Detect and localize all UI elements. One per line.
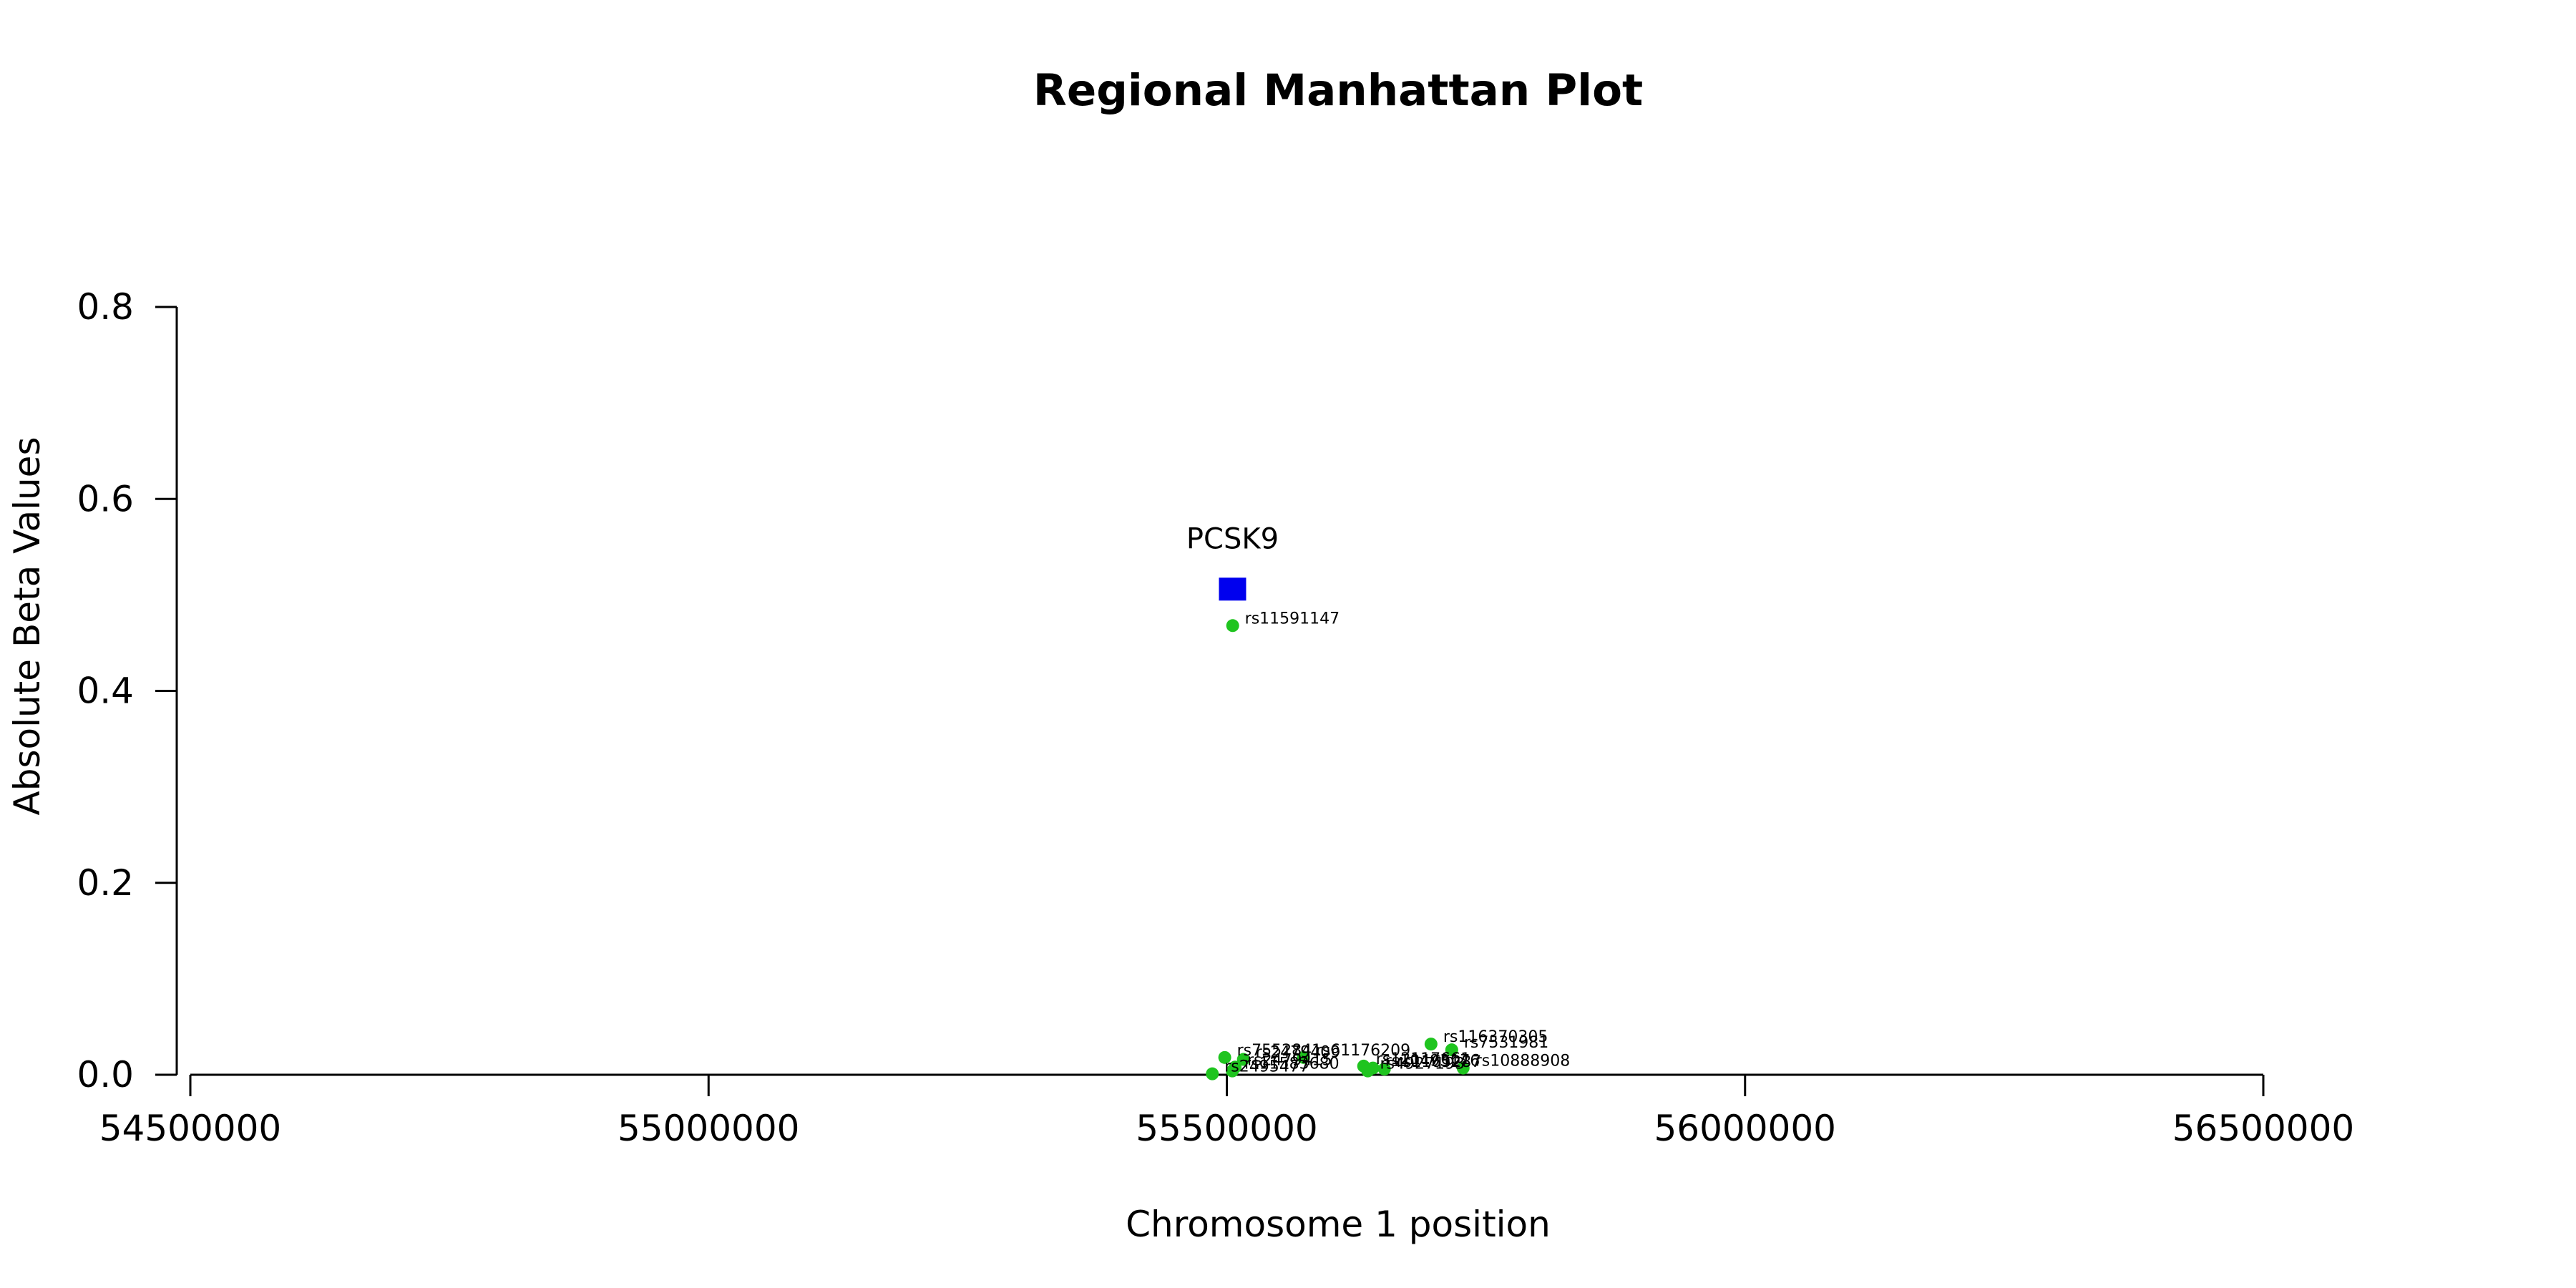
snp-label: rs4927193 — [1380, 1055, 1465, 1073]
snp-label: rs10888908 — [1475, 1053, 1570, 1070]
snp-point — [1424, 1038, 1438, 1051]
snp-point — [1218, 1050, 1231, 1064]
snp-label: rs1165287 — [1397, 1053, 1481, 1071]
snp-point — [1377, 1062, 1391, 1075]
snp-label: rs11583680 — [1244, 1055, 1339, 1073]
x-tick-label: 56000000 — [1654, 1108, 1837, 1149]
y-tick-label: 0.4 — [77, 670, 134, 712]
y-tick-label: 0.2 — [77, 862, 134, 904]
snp-label: rs116370305 — [1443, 1028, 1548, 1046]
chart-title: Regional Manhattan Plot — [1033, 65, 1643, 116]
snp-label: rs7552841 — [1237, 1042, 1322, 1060]
x-tick-label: 55000000 — [618, 1108, 800, 1149]
snp-point — [1297, 1050, 1310, 1064]
snp-label: rs11591147 — [1245, 610, 1340, 628]
snp-point — [1456, 1061, 1470, 1075]
snp-label: rs2479415 — [1247, 1051, 1332, 1069]
snp-label: rs2479409 — [1256, 1044, 1341, 1062]
snp-label: rs61176209 — [1316, 1042, 1410, 1060]
x-tick-label: 55500000 — [1136, 1108, 1318, 1149]
x-axis-label: Chromosome 1 position — [1126, 1204, 1551, 1245]
snp-label: rs10493176 — [1385, 1053, 1480, 1070]
snp-point — [1226, 619, 1239, 633]
snp-point — [1206, 1067, 1219, 1080]
y-tick-label: 0.8 — [77, 286, 134, 328]
snp-point — [1236, 1053, 1250, 1066]
snp-label: rs7531981 — [1464, 1034, 1549, 1052]
snp-label: rs12117661 — [1376, 1050, 1470, 1068]
snp-point — [1226, 1064, 1239, 1078]
snp-point — [1445, 1043, 1458, 1057]
x-tick-label: 54500000 — [99, 1108, 282, 1149]
y-tick-label: 0.6 — [77, 478, 134, 519]
gene-marker — [1219, 577, 1246, 601]
snp-point — [1361, 1064, 1375, 1078]
y-axis-label: Absolute Beta Values — [6, 437, 48, 816]
plot-marks: rs11591147rs116370305rs7531981rs7552841r… — [1186, 522, 1570, 1080]
axes: 54500000 55000000 55500000 56000000 56500000… — [77, 286, 2354, 1149]
gene-label: PCSK9 — [1186, 522, 1279, 555]
y-tick-label: 0.0 — [77, 1054, 134, 1096]
snp-label: rs2495477 — [1224, 1058, 1309, 1076]
x-tick-label: 56500000 — [2172, 1108, 2355, 1149]
